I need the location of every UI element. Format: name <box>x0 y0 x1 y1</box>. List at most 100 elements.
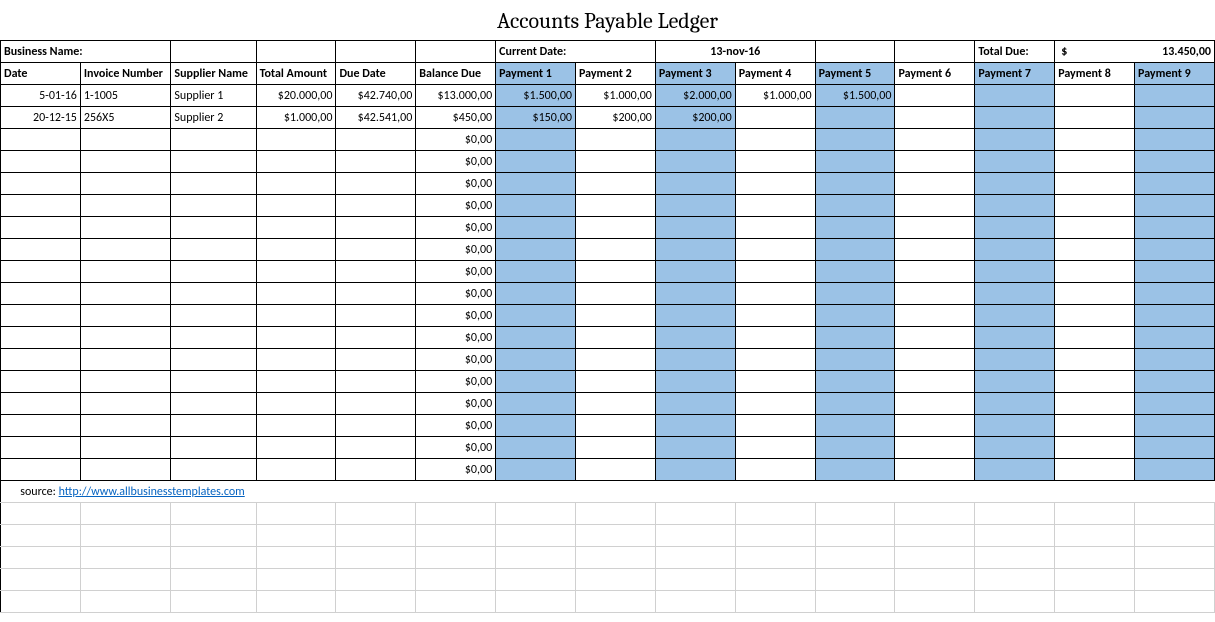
empty-cell[interactable] <box>256 569 336 591</box>
cell-p8[interactable] <box>1055 151 1135 173</box>
empty-cell[interactable] <box>735 547 815 569</box>
cell-balance_due[interactable]: $0,00 <box>416 327 496 349</box>
empty-cell[interactable] <box>1055 525 1135 547</box>
cell-p1[interactable]: $1.500,00 <box>496 85 576 107</box>
cell-p7[interactable] <box>975 393 1055 415</box>
cell-supplier[interactable]: Supplier 2 <box>171 107 256 129</box>
cell-invoice[interactable] <box>80 129 171 151</box>
cell-p1[interactable] <box>496 305 576 327</box>
cell-due_date[interactable] <box>336 459 416 481</box>
cell-due_date[interactable] <box>336 217 416 239</box>
empty-cell[interactable] <box>1135 591 1215 613</box>
cell-p2[interactable] <box>576 459 656 481</box>
cell-due_date[interactable] <box>336 415 416 437</box>
empty-cell[interactable] <box>895 591 975 613</box>
cell-balance_due[interactable]: $0,00 <box>416 173 496 195</box>
cell-p1[interactable] <box>496 173 576 195</box>
empty-cell[interactable] <box>496 547 576 569</box>
cell-p6[interactable] <box>895 107 975 129</box>
cell-supplier[interactable] <box>171 217 256 239</box>
cell-p8[interactable] <box>1055 349 1135 371</box>
cell-p3[interactable] <box>655 129 735 151</box>
cell-balance_due[interactable]: $0,00 <box>416 261 496 283</box>
cell-p3[interactable] <box>655 283 735 305</box>
cell-p5[interactable] <box>815 239 895 261</box>
cell-p5[interactable] <box>815 283 895 305</box>
empty-cell[interactable] <box>171 591 256 613</box>
cell-date[interactable] <box>1 129 81 151</box>
cell-total_amount[interactable] <box>256 305 336 327</box>
cell-p2[interactable] <box>576 195 656 217</box>
cell-p6[interactable] <box>895 349 975 371</box>
cell-p6[interactable] <box>895 173 975 195</box>
empty-cell[interactable] <box>655 591 735 613</box>
cell-date[interactable] <box>1 415 81 437</box>
empty-cell[interactable] <box>80 525 171 547</box>
cell-p6[interactable] <box>895 305 975 327</box>
cell-p8[interactable] <box>1055 173 1135 195</box>
cell-date[interactable] <box>1 459 81 481</box>
cell-p8[interactable] <box>1055 459 1135 481</box>
cell-due_date[interactable] <box>336 327 416 349</box>
cell-date[interactable] <box>1 349 81 371</box>
cell-date[interactable] <box>1 305 81 327</box>
cell-p6[interactable] <box>895 437 975 459</box>
cell-p5[interactable] <box>815 173 895 195</box>
cell-due_date[interactable] <box>336 195 416 217</box>
cell-date[interactable] <box>1 173 81 195</box>
empty-cell[interactable] <box>496 503 576 525</box>
empty-cell[interactable] <box>975 525 1055 547</box>
cell-p3[interactable] <box>655 195 735 217</box>
cell-balance_due[interactable]: $0,00 <box>416 151 496 173</box>
cell-p3[interactable] <box>655 349 735 371</box>
cell-p7[interactable] <box>975 239 1055 261</box>
empty-cell[interactable] <box>735 569 815 591</box>
empty-cell[interactable] <box>655 525 735 547</box>
cell-p5[interactable] <box>815 459 895 481</box>
cell-total_amount[interactable] <box>256 437 336 459</box>
cell-balance_due[interactable]: $13.000,00 <box>416 85 496 107</box>
cell-total_amount[interactable] <box>256 129 336 151</box>
cell-invoice[interactable] <box>80 217 171 239</box>
cell-total_amount[interactable]: $1.000,00 <box>256 107 336 129</box>
cell-p4[interactable] <box>735 415 815 437</box>
cell-p2[interactable] <box>576 437 656 459</box>
cell-total_amount[interactable] <box>256 393 336 415</box>
cell-p5[interactable] <box>815 415 895 437</box>
cell-p7[interactable] <box>975 151 1055 173</box>
cell-supplier[interactable] <box>171 393 256 415</box>
cell-total_amount[interactable] <box>256 217 336 239</box>
cell-p8[interactable] <box>1055 129 1135 151</box>
cell-p4[interactable] <box>735 283 815 305</box>
empty-cell[interactable] <box>1 525 81 547</box>
cell-p5[interactable] <box>815 393 895 415</box>
cell-p1[interactable] <box>496 151 576 173</box>
cell-total_amount[interactable] <box>256 349 336 371</box>
empty-cell[interactable] <box>80 547 171 569</box>
cell-balance_due[interactable]: $0,00 <box>416 437 496 459</box>
empty-cell[interactable] <box>336 503 416 525</box>
cell-due_date[interactable] <box>336 393 416 415</box>
empty-cell[interactable] <box>1 591 81 613</box>
empty-cell[interactable] <box>655 503 735 525</box>
cell-due_date[interactable] <box>336 261 416 283</box>
cell-p5[interactable] <box>815 107 895 129</box>
cell-balance_due[interactable]: $450,00 <box>416 107 496 129</box>
empty-cell[interactable] <box>576 569 656 591</box>
cell-total_amount[interactable] <box>256 415 336 437</box>
empty-cell[interactable] <box>895 547 975 569</box>
cell-p9[interactable] <box>1135 261 1215 283</box>
cell-balance_due[interactable]: $0,00 <box>416 415 496 437</box>
cell-p7[interactable] <box>975 129 1055 151</box>
cell-p7[interactable] <box>975 459 1055 481</box>
empty-cell[interactable] <box>336 591 416 613</box>
cell-supplier[interactable] <box>171 349 256 371</box>
cell-date[interactable] <box>1 195 81 217</box>
cell-p1[interactable] <box>496 217 576 239</box>
cell-p7[interactable] <box>975 371 1055 393</box>
cell-invoice[interactable] <box>80 415 171 437</box>
cell-p4[interactable] <box>735 459 815 481</box>
cell-invoice[interactable] <box>80 327 171 349</box>
cell-due_date[interactable]: $42.740,00 <box>336 85 416 107</box>
cell-due_date[interactable] <box>336 305 416 327</box>
